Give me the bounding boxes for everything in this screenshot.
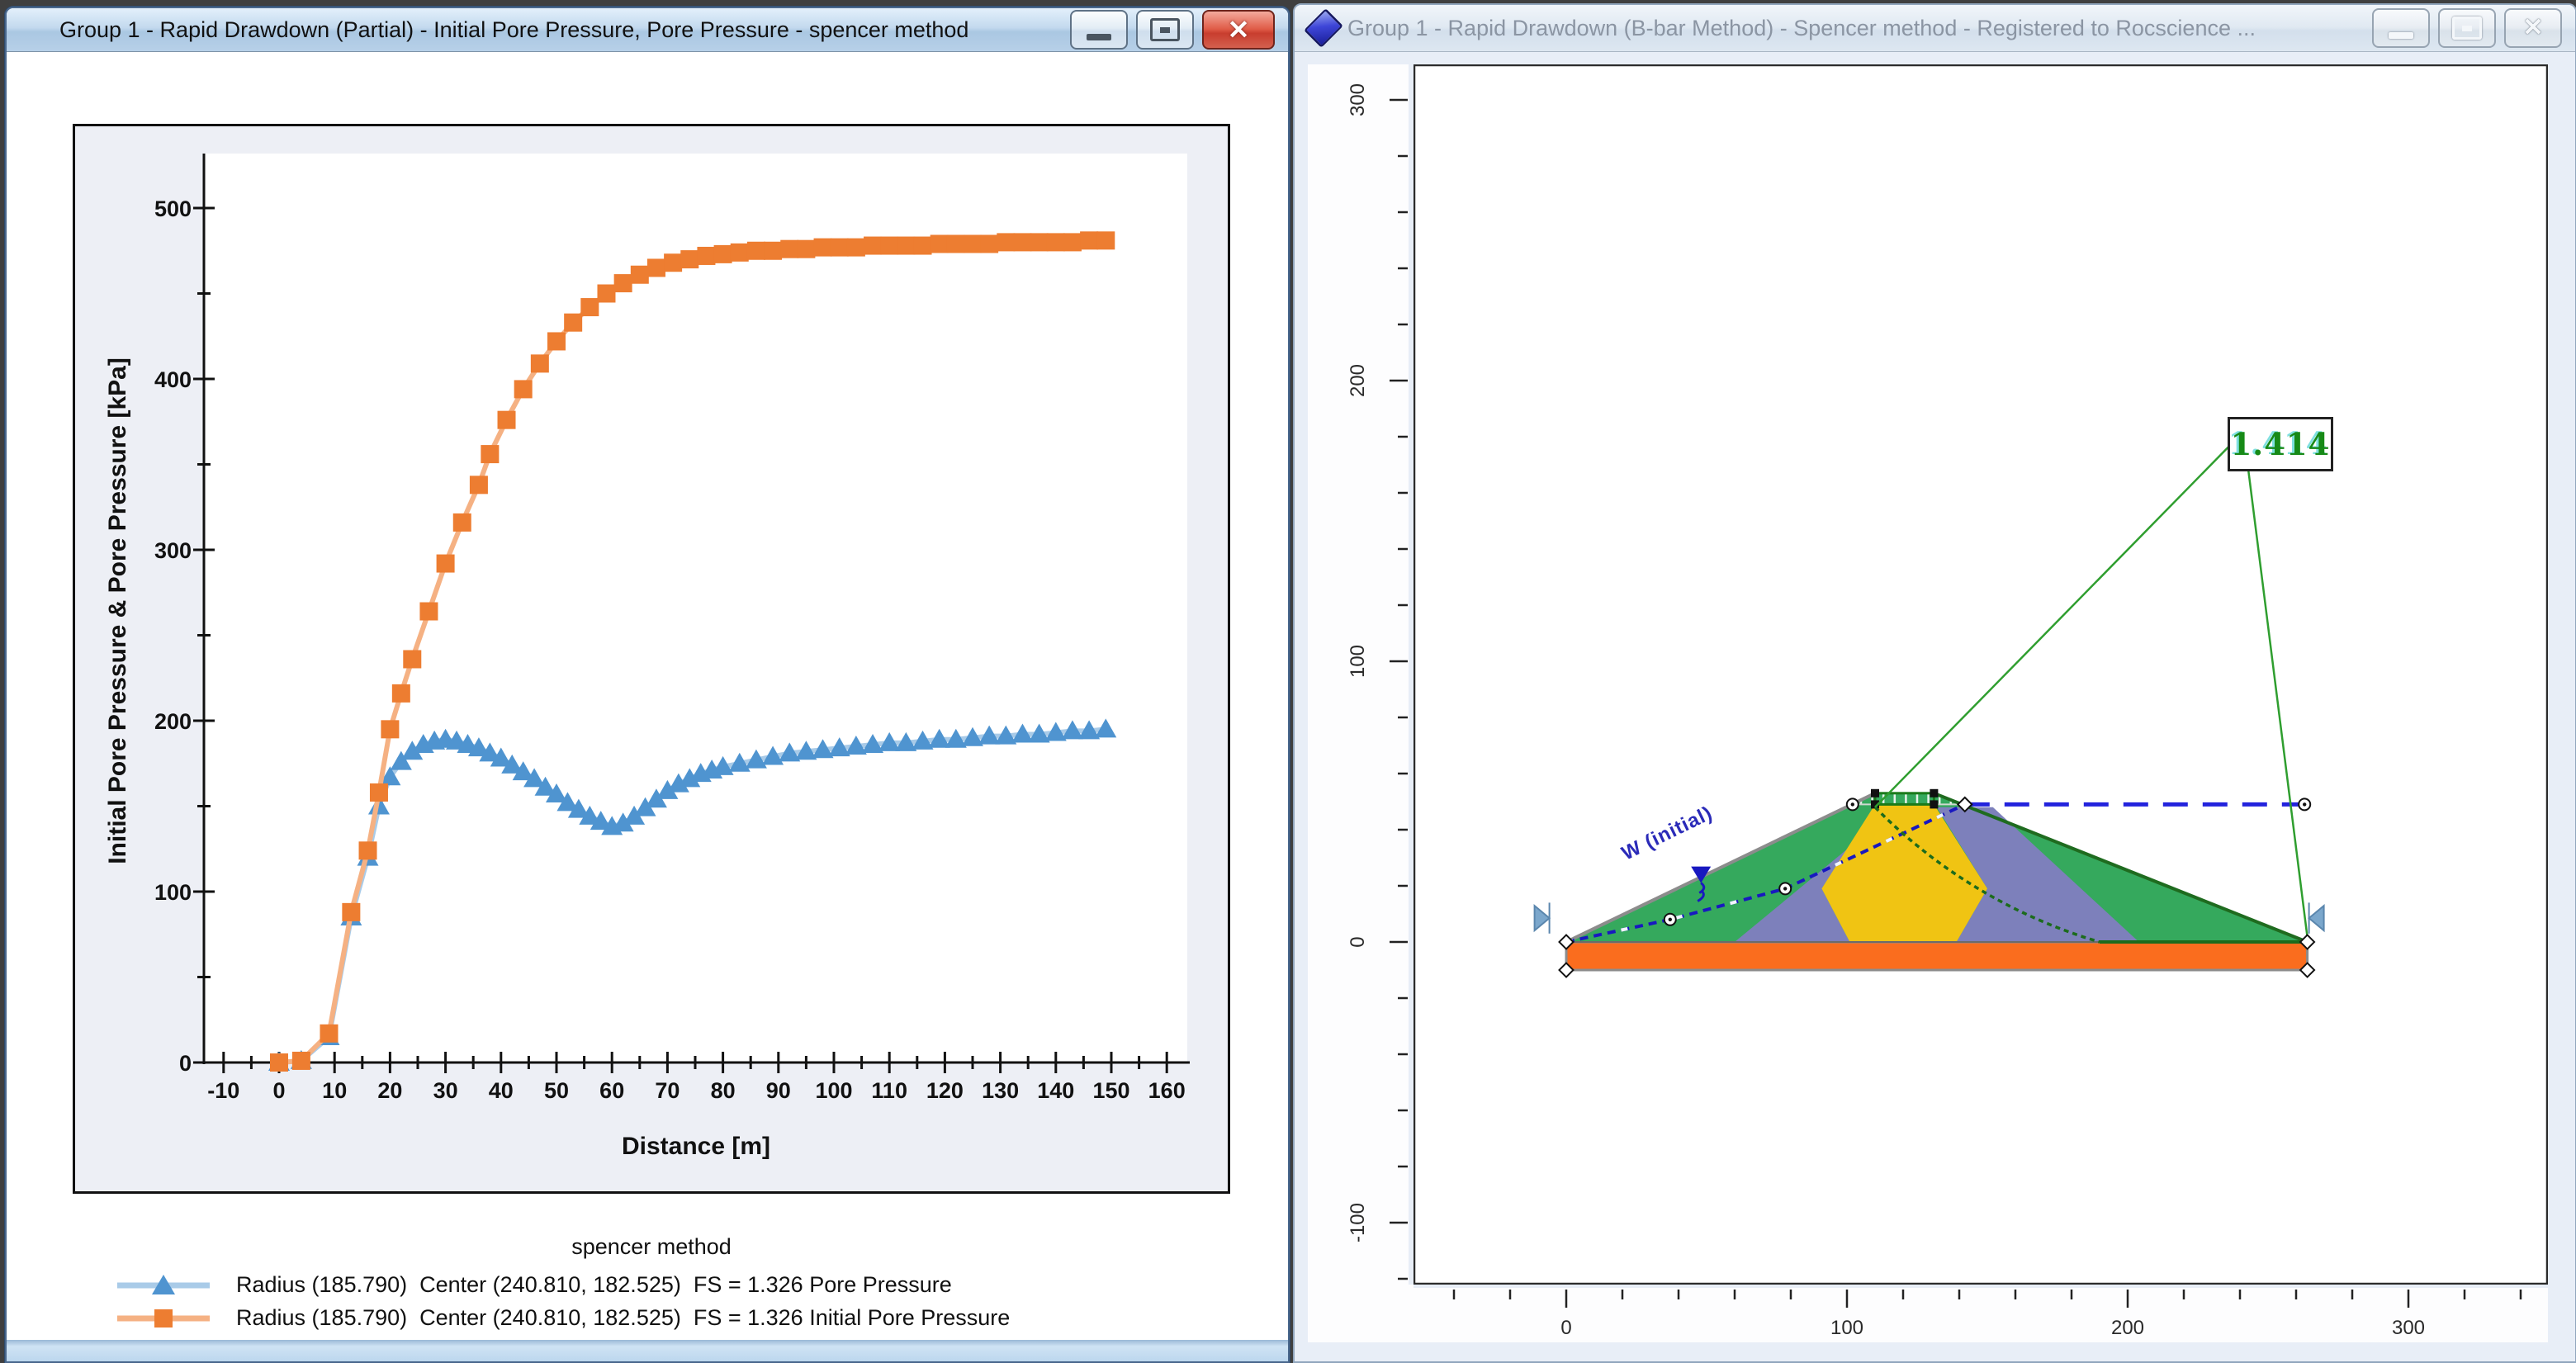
svg-text:100: 100 xyxy=(1830,1317,1863,1339)
horizontal-ruler: 0 100 200 300 xyxy=(1413,1288,2548,1342)
svg-text:40: 40 xyxy=(489,1078,514,1103)
svg-text:60: 60 xyxy=(599,1078,624,1103)
svg-text:0: 0 xyxy=(272,1078,285,1103)
svg-text:300: 300 xyxy=(1347,83,1369,116)
svg-text:110: 110 xyxy=(871,1078,907,1103)
svg-text:10: 10 xyxy=(322,1078,347,1103)
svg-text:70: 70 xyxy=(655,1078,680,1103)
svg-text:30: 30 xyxy=(433,1078,458,1103)
legend-item: Radius (185.790) Center (240.810, 182.52… xyxy=(114,1303,1010,1333)
chart-window-title: Group 1 - Rapid Drawdown (Partial) - Ini… xyxy=(59,17,968,43)
legend-title: spencer method xyxy=(73,1234,1230,1260)
slip-radius-line-exit xyxy=(2246,447,2308,937)
minimize-button[interactable] xyxy=(1070,10,1128,50)
svg-text:-100: -100 xyxy=(1347,1203,1369,1242)
pore-pressure-chart[interactable]: -10 0 10 20 30 40 50 60 70 80 90 100 110 120 130 140 150… xyxy=(73,124,1230,1194)
svg-text:300: 300 xyxy=(2392,1317,2425,1339)
maximize-button[interactable] xyxy=(1136,10,1194,50)
caption-buttons: ✕ xyxy=(2372,8,2562,48)
legend-item: Radius (185.790) Center (240.810, 182.52… xyxy=(114,1270,1010,1300)
svg-text:20: 20 xyxy=(377,1078,402,1103)
close-icon: ✕ xyxy=(1228,17,1250,43)
svg-text:100: 100 xyxy=(1347,645,1369,678)
model-window-titlebar[interactable]: Group 1 - Rapid Drawdown (B-bar Method) … xyxy=(1295,5,2575,52)
legend-item-label: Radius (185.790) Center (240.810, 182.52… xyxy=(236,1305,1010,1331)
maximize-icon xyxy=(1150,18,1180,41)
foundation-zone xyxy=(1566,942,2308,970)
svg-text:100: 100 xyxy=(815,1078,852,1103)
chart-window: Group 1 - Rapid Drawdown (Partial) - Ini… xyxy=(5,7,1290,1363)
svg-text:130: 130 xyxy=(982,1078,1019,1103)
factor-of-safety-badge: 1.414 xyxy=(2228,417,2333,471)
svg-text:0: 0 xyxy=(1560,1317,1571,1339)
chart-panel[interactable]: -10 0 10 20 30 40 50 60 70 80 90 100 110 120 130 140 150… xyxy=(73,124,1230,1194)
chart-legend: Radius (185.790) Center (240.810, 182.52… xyxy=(114,1270,1010,1333)
svg-text:140: 140 xyxy=(1037,1078,1074,1103)
maximize-button[interactable] xyxy=(2438,8,2496,48)
model-window: Group 1 - Rapid Drawdown (B-bar Method) … xyxy=(1293,3,2576,1363)
svg-text:80: 80 xyxy=(711,1078,736,1103)
square-legend-marker xyxy=(114,1306,213,1331)
close-button[interactable]: ✕ xyxy=(1202,10,1275,50)
slip-radius-line-entry xyxy=(1875,436,2239,807)
svg-text:160: 160 xyxy=(1148,1078,1186,1103)
svg-text:200: 200 xyxy=(1347,364,1369,397)
svg-text:90: 90 xyxy=(766,1078,791,1103)
x-axis-label: Distance [m] xyxy=(622,1133,770,1160)
svg-text:200: 200 xyxy=(154,709,192,734)
legend-item-label: Radius (185.790) Center (240.810, 182.52… xyxy=(236,1272,952,1298)
svg-text:0: 0 xyxy=(1347,936,1369,947)
model-window-title: Group 1 - Rapid Drawdown (B-bar Method) … xyxy=(1347,16,2256,41)
close-button[interactable]: ✕ xyxy=(2504,8,2562,48)
vertical-ruler: -100 0 100 200 300 xyxy=(1308,64,1409,1285)
svg-text:300: 300 xyxy=(154,538,192,563)
model-viewport[interactable] xyxy=(1413,64,2548,1285)
svg-text:400: 400 xyxy=(154,367,192,392)
minimize-icon xyxy=(1087,34,1111,40)
svg-text:150: 150 xyxy=(1092,1078,1129,1103)
window-bottom-frame xyxy=(7,1340,1288,1361)
svg-text:-10: -10 xyxy=(207,1078,239,1103)
minimize-button[interactable] xyxy=(2372,8,2430,48)
minimize-icon xyxy=(2389,32,2413,39)
svg-text:50: 50 xyxy=(544,1078,569,1103)
svg-text:500: 500 xyxy=(154,196,192,221)
ruler-corner xyxy=(1308,1285,1413,1342)
app-diamond-icon xyxy=(1304,8,1343,48)
triangle-legend-marker xyxy=(114,1273,213,1298)
y-axis-label: Initial Pore Pressure & Pore Pressure [k… xyxy=(104,357,131,864)
svg-text:200: 200 xyxy=(2111,1317,2144,1339)
maximize-icon xyxy=(2452,17,2482,40)
svg-text:120: 120 xyxy=(926,1078,964,1103)
svg-text:0: 0 xyxy=(179,1051,192,1076)
chart-window-titlebar[interactable]: Group 1 - Rapid Drawdown (Partial) - Ini… xyxy=(7,8,1288,52)
caption-buttons: ✕ xyxy=(1070,10,1275,50)
svg-text:100: 100 xyxy=(154,880,192,905)
close-icon: ✕ xyxy=(2522,16,2543,40)
